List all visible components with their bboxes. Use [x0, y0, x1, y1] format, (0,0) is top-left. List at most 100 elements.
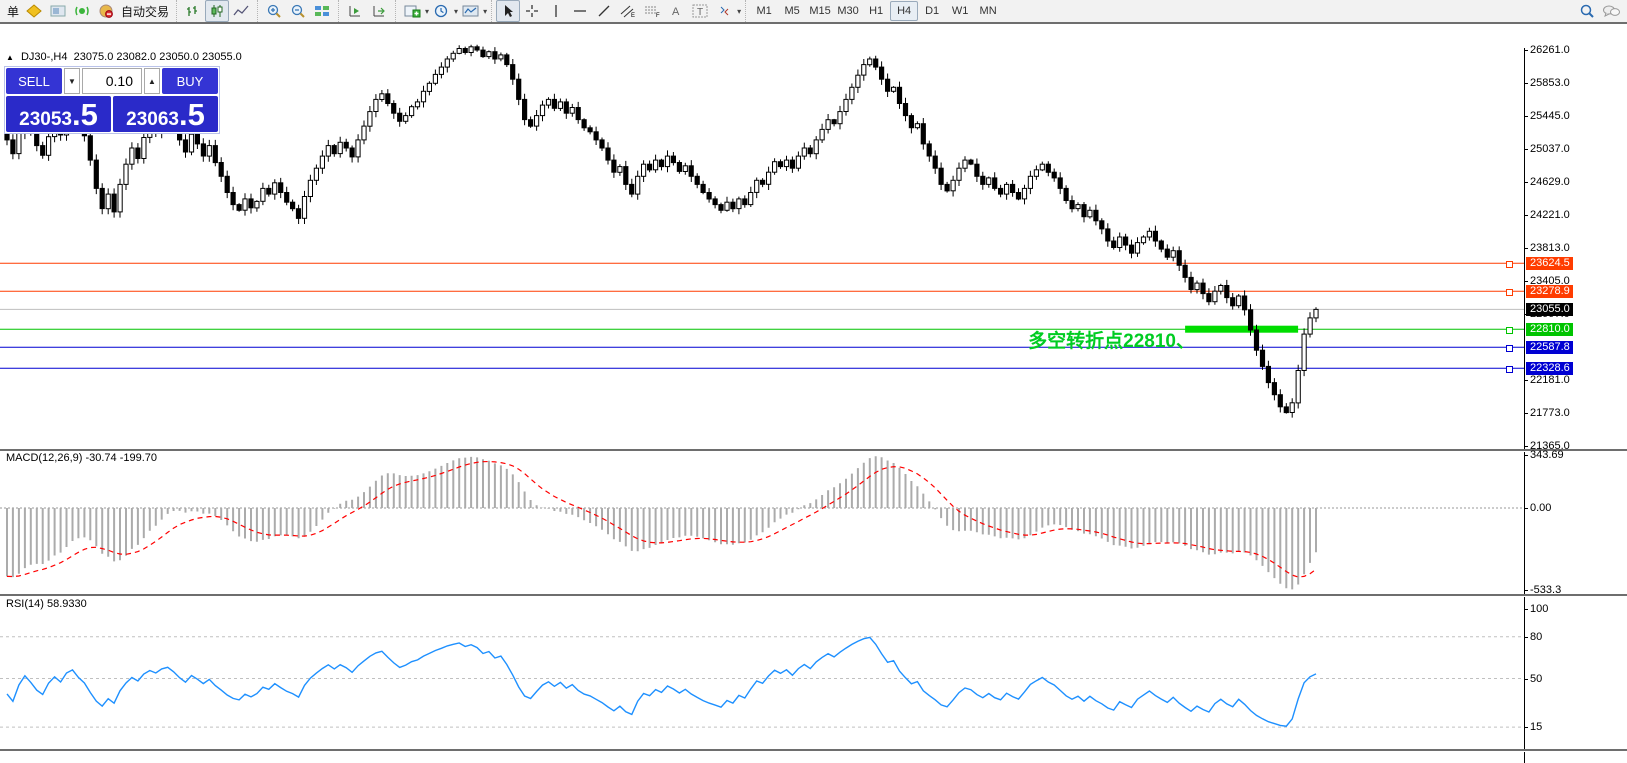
- price-axis-tick: [1524, 413, 1528, 414]
- candlestick-chart-icon[interactable]: [205, 0, 230, 22]
- hline-price-label: 23278.9: [1526, 285, 1573, 298]
- fibonacci-icon[interactable]: F: [640, 0, 664, 22]
- autotrading-icon[interactable]: [94, 0, 118, 22]
- price-axis-tick: [1524, 446, 1528, 447]
- macd-tick-label: 343.69: [1530, 449, 1564, 461]
- periods-icon[interactable]: [429, 0, 453, 22]
- volume-increase-button[interactable]: ▲: [144, 68, 160, 94]
- macd-tick-label: 0.00: [1530, 502, 1552, 514]
- line-endpoint-handle[interactable]: [1506, 289, 1513, 296]
- chart-canvas[interactable]: [0, 24, 1627, 763]
- volume-input[interactable]: 0.10: [82, 68, 142, 94]
- panel-divider-macd[interactable]: [0, 449, 1627, 452]
- line-endpoint-handle[interactable]: [1506, 366, 1513, 373]
- horizontal-lines[interactable]: [0, 262, 1524, 369]
- hline-price-label: 22328.6: [1526, 362, 1573, 375]
- toolbar-group-timeframes: M1 M5 M15 M30 H1 H4 D1 W1 MN: [745, 0, 1006, 22]
- line-endpoint-handle[interactable]: [1506, 345, 1513, 352]
- signal-icon[interactable]: [70, 0, 94, 22]
- macd-axis-tick: [1524, 590, 1528, 591]
- rsi-axis-tick: [1524, 637, 1528, 638]
- autotrading-label[interactable]: 自动交易: [121, 4, 170, 19]
- cursor-icon[interactable]: [496, 0, 521, 22]
- price-tick-label: 21365.0: [1530, 440, 1570, 452]
- crosshair-icon[interactable]: [520, 0, 544, 22]
- rsi-axis-tick: [1524, 727, 1528, 728]
- toolbar-group-order: 单 自动交易: [0, 0, 176, 22]
- template-icon[interactable]: [458, 0, 482, 22]
- line-endpoint-handle[interactable]: [1506, 261, 1513, 268]
- collapse-arrow-icon[interactable]: ▲: [6, 53, 14, 62]
- timeframe-button-MN[interactable]: MN: [979, 5, 997, 17]
- text-icon[interactable]: A: [664, 0, 688, 22]
- macd-indicator-label: MACD(12,26,9) -30.74 -199.70: [6, 452, 158, 464]
- timeframe-button-W1[interactable]: W1: [951, 5, 969, 17]
- buy-price-display[interactable]: 23063 .5: [113, 96, 218, 132]
- volume-decrease-button[interactable]: ▼: [64, 68, 80, 94]
- hline-price-label: 22810.0: [1526, 323, 1573, 336]
- sell-button[interactable]: SELL: [6, 68, 62, 94]
- one-click-trading-panel: SELL ▼ 0.10 ▲ BUY 23053 .5 23063 .5: [4, 66, 220, 134]
- timeframe-button-M1[interactable]: M1: [756, 5, 772, 17]
- rsi-indicator-label: RSI(14) 58.9330: [6, 598, 87, 610]
- equidistant-channel-icon[interactable]: E: [616, 0, 640, 22]
- add-indicator-icon[interactable]: [400, 0, 424, 22]
- buy-button[interactable]: BUY: [162, 68, 218, 94]
- price-tick-label: 24221.0: [1530, 209, 1570, 221]
- sell-price-display[interactable]: 23053 .5: [6, 96, 111, 132]
- price-tick-label: 23813.0: [1530, 242, 1570, 254]
- price-tick-label: 21773.0: [1530, 407, 1570, 419]
- timeframe-button-M15[interactable]: M15: [809, 5, 831, 17]
- timeframe-button-D1[interactable]: D1: [925, 5, 940, 17]
- timeframe-button-H4[interactable]: H4: [890, 1, 919, 21]
- arrows-tool-icon[interactable]: [712, 0, 736, 22]
- timeframe-button-H1[interactable]: H1: [869, 5, 884, 17]
- new-order-label[interactable]: 单: [7, 4, 20, 19]
- market-watch-icon[interactable]: [46, 0, 70, 22]
- buy-price-main: 23063: [126, 109, 179, 130]
- svg-text:A: A: [672, 6, 680, 18]
- symbol-period-label: DJ30-,H4: [20, 51, 68, 63]
- price-axis-tick: [1524, 182, 1528, 183]
- toolbar: 单 自动交易: [0, 0, 1627, 23]
- rsi-line: [6, 636, 1317, 727]
- price-tick-label: 22181.0: [1530, 374, 1570, 386]
- add-indicator-dropdown-icon[interactable]: ▾: [425, 6, 430, 16]
- macd-tick-label: -533.3: [1530, 584, 1562, 596]
- chat-icon[interactable]: [1599, 0, 1623, 22]
- bar-chart-icon[interactable]: [181, 0, 205, 22]
- chart-text-annotation[interactable]: 多空转折点22810、: [1028, 331, 1195, 352]
- line-endpoint-handle[interactable]: [1506, 327, 1513, 334]
- timeframe-button-M30[interactable]: M30: [837, 5, 859, 17]
- macd-axis-tick: [1524, 455, 1528, 456]
- price-tick-label: 25037.0: [1530, 143, 1570, 155]
- text-label-icon[interactable]: T: [688, 0, 712, 22]
- new-order-icon[interactable]: [22, 0, 46, 22]
- zoom-in-icon[interactable]: [262, 0, 286, 22]
- tile-windows-icon[interactable]: [310, 0, 334, 22]
- arrows-tool-dropdown-icon[interactable]: ▾: [737, 6, 742, 16]
- search-icon[interactable]: [1575, 0, 1599, 22]
- periods-dropdown-icon[interactable]: ▾: [454, 6, 459, 16]
- price-tick-label: 24629.0: [1530, 176, 1570, 188]
- price-axis-tick: [1524, 83, 1528, 84]
- svg-text:E: E: [631, 13, 635, 18]
- line-chart-icon[interactable]: [229, 0, 253, 22]
- horizontal-line-icon[interactable]: [568, 0, 592, 22]
- vertical-line-icon[interactable]: [544, 0, 568, 22]
- toolbar-group-charttype: [176, 0, 257, 22]
- toolbar-group-profile: [338, 0, 395, 22]
- macd-histogram: [6, 456, 1317, 590]
- chart-shift-icon[interactable]: [367, 0, 391, 22]
- panel-divider-rsi[interactable]: [0, 594, 1627, 597]
- chart-title: ▲ DJ30-,H4 23075.0 23082.0 23050.0 23055…: [6, 51, 242, 63]
- zoom-out-icon[interactable]: [286, 0, 310, 22]
- timeframe-button-M5[interactable]: M5: [784, 5, 800, 17]
- template-dropdown-icon[interactable]: ▾: [483, 6, 488, 16]
- macd-axis-tick: [1524, 508, 1528, 509]
- trendline-icon[interactable]: [592, 0, 616, 22]
- price-axis-line: [1524, 48, 1525, 763]
- rsi-indicator: [0, 636, 1524, 728]
- chart-forward-icon[interactable]: [343, 0, 367, 22]
